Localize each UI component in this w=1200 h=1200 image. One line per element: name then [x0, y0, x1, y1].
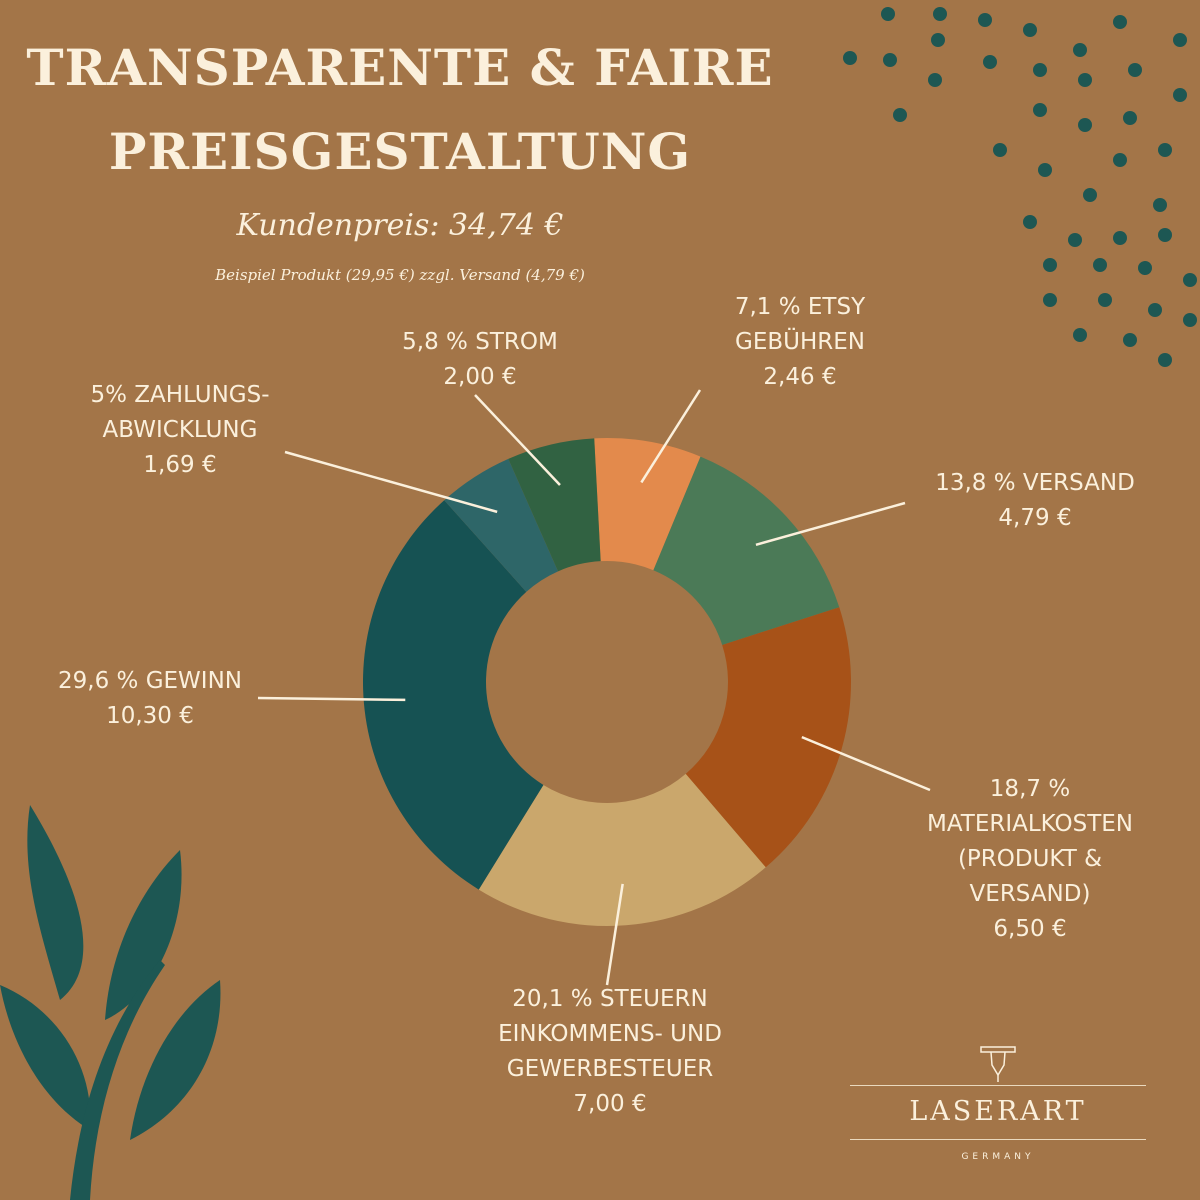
decor-dot	[1023, 23, 1037, 37]
decor-dot	[1093, 258, 1107, 272]
leader-line-steuern	[605, 883, 624, 986]
leaf-decoration	[105, 850, 182, 1020]
slice-steuern	[478, 773, 766, 926]
decor-dot	[928, 73, 942, 87]
slice-material	[685, 607, 851, 868]
decor-dot	[1043, 293, 1057, 307]
leader-line-gewinn	[257, 696, 406, 702]
slice-zahlung	[444, 458, 559, 592]
decor-dot	[1113, 15, 1127, 29]
example-note: Beispiel Produkt (29,95 €) zzgl. Versand…	[215, 266, 585, 284]
slice-etsy	[594, 437, 701, 571]
decor-dot	[1183, 313, 1197, 327]
leaf-decoration	[27, 805, 84, 1000]
decor-dot	[933, 7, 947, 21]
decor-dot	[1113, 231, 1127, 245]
label-gewinn: 29,6 % GEWINN 10,30 €	[58, 668, 242, 729]
decor-dot	[1068, 233, 1082, 247]
logo-brand: LASERART	[909, 1096, 1087, 1127]
decor-dot	[1158, 143, 1172, 157]
leaf-decoration	[70, 960, 165, 1200]
label-etsy: 7,1 % ETSY GEBÜHREN 2,46 €	[734, 294, 866, 390]
decor-dot	[983, 55, 997, 69]
decor-dot	[893, 108, 907, 122]
leaf-decoration	[0, 985, 91, 1130]
decor-dot	[1153, 198, 1167, 212]
decor-dot	[1158, 228, 1172, 242]
label-strom: 5,8 % STROM 2,00 €	[402, 329, 558, 390]
decor-dot	[1083, 188, 1097, 202]
label-steuern: 20,1 % STEUERN EINKOMMENS- UND GEWERBESTEU…	[498, 986, 722, 1117]
decor-dot	[1158, 353, 1172, 367]
decor-dot	[1128, 63, 1142, 77]
decor-dot	[1098, 293, 1112, 307]
logo: LASERART GERMANY	[850, 1045, 1146, 1162]
logo-sub: GERMANY	[961, 1152, 1035, 1162]
decor-dot	[1038, 163, 1052, 177]
decor-dot	[993, 143, 1007, 157]
decor-dot	[1023, 215, 1037, 229]
decor-dot	[1078, 118, 1092, 132]
decor-dot	[1148, 303, 1162, 317]
label-material: 18,7 % MATERIALKOSTEN (PRODUKT & VERSAND) 6,…	[926, 776, 1133, 942]
decor-dot	[843, 51, 857, 65]
title-line-2: PREISGESTALTUNG	[108, 122, 692, 181]
decor-dot	[1183, 273, 1197, 287]
decor-dot	[1173, 88, 1187, 102]
leader-line-versand	[755, 501, 906, 547]
decor-dot	[1073, 43, 1087, 57]
slice-gewinn	[363, 500, 544, 890]
decor-dot	[883, 53, 897, 67]
leader-line-strom	[474, 394, 561, 486]
leader-line-zahlung	[284, 450, 498, 514]
customer-price: Kundenpreis: 34,74 €	[236, 208, 564, 243]
decor-dot	[1173, 33, 1187, 47]
decor-dot	[1033, 63, 1047, 77]
decor-dot	[978, 13, 992, 27]
label-versand: 13,8 % VERSAND 4,79 €	[935, 470, 1135, 531]
slice-strom	[508, 438, 601, 572]
leader-line-etsy	[640, 389, 702, 484]
laser-icon	[980, 1046, 1016, 1082]
decor-dot	[1138, 261, 1152, 275]
slice-versand	[653, 456, 840, 645]
decor-dot	[1033, 103, 1047, 117]
label-zahlung: 5% ZAHLUNGS- ABWICKLUNG 1,69 €	[90, 382, 270, 478]
title-line-1: TRANSPARENTE & FAIRE	[26, 38, 774, 97]
decor-dot	[881, 7, 895, 21]
decor-dot	[1113, 153, 1127, 167]
decor-dot	[1043, 258, 1057, 272]
decor-dot	[1073, 328, 1087, 342]
decor-dot	[931, 33, 945, 47]
decor-dot	[1078, 73, 1092, 87]
decor-dot	[1123, 111, 1137, 125]
leader-line-material	[801, 735, 931, 792]
leaf-decoration	[130, 980, 221, 1140]
decor-dot	[1123, 333, 1137, 347]
